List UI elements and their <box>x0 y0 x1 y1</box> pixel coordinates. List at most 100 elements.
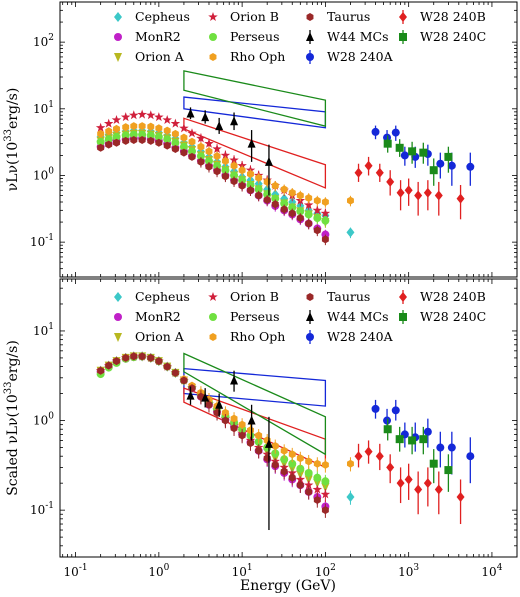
top-point-taurus <box>305 219 313 228</box>
top-point-w28-240c <box>429 166 438 175</box>
top-point-w28-240a <box>383 133 392 142</box>
top-point-taurus <box>280 205 288 214</box>
bottom-point-w28-240a <box>383 416 392 425</box>
bottom-point-taurus <box>122 353 130 362</box>
bottom-point-w28-240c <box>419 435 428 444</box>
bottom-point-taurus <box>230 424 238 433</box>
top-point-taurus <box>255 191 263 200</box>
bottom-point-orion-b <box>303 480 314 490</box>
top-point-w28-240c <box>395 143 404 152</box>
top-point-taurus <box>263 195 271 204</box>
bottom-point-taurus <box>247 439 254 448</box>
top-point-taurus <box>113 138 120 147</box>
top-legend-marker-w28-240c <box>399 33 407 41</box>
top-legend-item-orion-b: Orion B <box>208 9 279 24</box>
top-point-rho-oph <box>147 122 155 131</box>
top-point-perseus <box>163 135 172 144</box>
top-legend-item-monr2: MonR2 <box>114 29 181 44</box>
top-point-perseus <box>280 199 289 208</box>
top-legend-marker-rho-oph <box>209 53 217 61</box>
bottom-point-taurus <box>313 495 321 504</box>
top-legend-marker-w28-240a <box>306 53 314 61</box>
bottom-point-w28-240b <box>423 478 432 489</box>
bottom-point-w28-240b <box>386 462 395 473</box>
top-legend-item-perseus: Perseus <box>209 29 280 44</box>
top-legend-label: W28 240B <box>420 9 486 24</box>
bottom-x-tick-label: 102 <box>315 563 336 579</box>
bottom-legend-label: W28 240B <box>420 289 486 304</box>
bottom-x-tick-label: 103 <box>398 563 419 579</box>
bottom-x-tick-label: 100 <box>148 563 169 579</box>
top-point-taurus <box>313 226 321 235</box>
top-y-tick-label: 101 <box>33 100 54 116</box>
top-point-perseus <box>187 147 196 156</box>
bottom-y-tick-label: 100 <box>33 412 54 428</box>
top-point-orion-b <box>229 155 239 165</box>
bottom-band-w28-240c <box>183 352 327 456</box>
bottom-point-w28-240a <box>466 452 475 461</box>
top-legend-item-cepheus: Cepheus <box>114 9 190 24</box>
bottom-legend-item-w28-240c: W28 240C <box>399 309 486 324</box>
bottom-point-perseus <box>321 477 330 486</box>
bottom-point-w28-240b <box>375 451 384 462</box>
top-legend-item-rho-oph: Rho Oph <box>209 49 285 64</box>
top-point-rho-oph <box>346 196 354 205</box>
top-series-w28-240b <box>354 156 465 220</box>
top-point-taurus <box>321 235 329 244</box>
bottom-legend-marker-w28-240c <box>399 313 407 321</box>
bottom-point-w44-mcs <box>186 390 195 400</box>
top-point-rho-oph <box>213 152 221 161</box>
top-point-w44-mcs <box>186 108 195 118</box>
top-point-w44-mcs <box>264 156 273 166</box>
top-point-taurus <box>230 177 238 186</box>
top-point-perseus <box>271 194 280 203</box>
top-y-tick-label: 102 <box>33 33 54 49</box>
bottom-legend-item-perseus: Perseus <box>209 309 280 324</box>
bottom-point-rho-oph <box>221 408 229 417</box>
bottom-legend-item-orion-b: Orion B <box>208 289 279 304</box>
top-legend-label: Rho Oph <box>230 49 285 64</box>
top-point-rho-oph <box>247 170 254 179</box>
top-point-orion-b <box>154 112 164 122</box>
bottom-x-tick-label: 104 <box>481 563 502 579</box>
bottom-point-perseus <box>313 473 322 482</box>
top-point-orion-b <box>237 160 247 170</box>
bottom-point-w44-mcs <box>230 375 239 385</box>
top-plot-frame <box>59 1 518 278</box>
bottom-point-rho-oph <box>255 431 263 440</box>
top-point-orion-b <box>162 114 172 125</box>
top-point-orion-b <box>137 109 147 119</box>
top-point-perseus <box>213 161 222 170</box>
top-point-perseus <box>288 203 297 212</box>
top-point-rho-oph <box>113 124 120 133</box>
bottom-point-w28-240a <box>371 404 380 413</box>
top-point-w28-240b <box>375 167 384 178</box>
bottom-legend-marker-orion-b <box>208 292 218 302</box>
top-series-monr2 <box>96 134 330 241</box>
bottom-legend-label: Orion A <box>135 329 185 344</box>
top-point-w28-240b <box>364 160 373 171</box>
top-point-perseus <box>146 131 155 140</box>
top-legend-label: W44 MCs <box>327 29 389 44</box>
bottom-legend-marker-w44-mcs <box>306 312 314 321</box>
bottom-point-taurus <box>138 352 146 361</box>
top-point-w28-240c <box>383 139 392 148</box>
top-point-rho-oph <box>238 166 246 175</box>
top-legend-label: Orion A <box>135 49 185 64</box>
top-point-w28-240a <box>436 159 445 168</box>
bottom-point-rho-oph <box>238 420 246 429</box>
top-point-perseus <box>121 131 130 140</box>
bottom-legend-item-monr2: MonR2 <box>114 309 181 324</box>
top-point-orion-b <box>212 143 222 153</box>
top-point-orion-b <box>312 205 323 215</box>
top-point-taurus <box>221 172 229 181</box>
bottom-point-taurus <box>305 487 313 496</box>
bottom-point-rho-oph <box>313 459 321 468</box>
top-point-w28-240a <box>447 161 456 170</box>
top-point-rho-oph <box>296 191 304 200</box>
top-point-taurus <box>288 209 296 218</box>
bottom-legend-marker-w28-240b <box>399 292 407 302</box>
bottom-point-w28-240b <box>434 484 443 495</box>
top-point-taurus <box>197 157 205 166</box>
bottom-legend-label: W28 240A <box>327 329 394 344</box>
